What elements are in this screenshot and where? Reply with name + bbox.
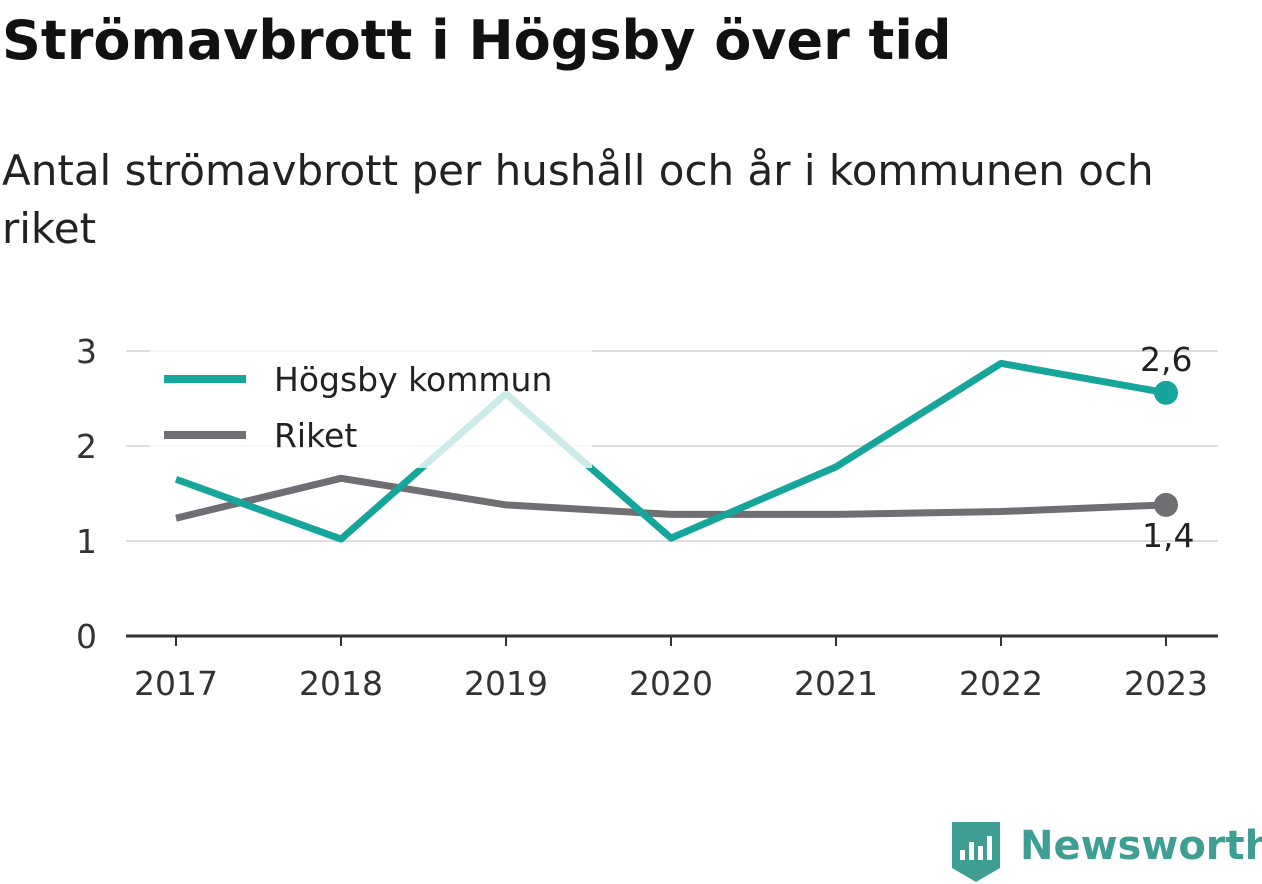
- y-axis-ticks: 0 1 2 3: [76, 332, 97, 656]
- chart-subtitle: Antal strömavbrott per hushåll och år i …: [2, 146, 1154, 253]
- legend-label-0: Högsby kommun: [274, 360, 552, 399]
- x-tick-label: 2020: [629, 664, 713, 703]
- x-tick-label: 2021: [794, 664, 878, 703]
- data-point: [176, 479, 177, 480]
- x-axis: 2017 2018 2019 2020 2021 2022 2023: [126, 634, 1218, 703]
- y-tick-label: 2: [76, 427, 97, 466]
- data-point: [506, 504, 507, 505]
- data-point: [671, 514, 672, 515]
- series-line-0: [174, 359, 1167, 543]
- end-labels: 2,6 1,4: [1140, 340, 1194, 555]
- legend: Högsby kommun Riket: [150, 350, 592, 468]
- series-lines: [174, 359, 1178, 543]
- data-point: [341, 478, 342, 479]
- data-point: [836, 514, 837, 515]
- x-tick-label: 2022: [959, 664, 1043, 703]
- x-tick-label: 2023: [1124, 664, 1208, 703]
- legend-background: [150, 350, 592, 468]
- x-tick-label: 2017: [134, 664, 218, 703]
- y-tick-label: 1: [76, 522, 97, 561]
- x-tick-label: 2019: [464, 664, 548, 703]
- end-label-riket: 1,4: [1142, 516, 1194, 555]
- series-line-1: [175, 474, 1167, 522]
- newsworthy-logo-icon: [952, 822, 1000, 882]
- x-tick-label: 2018: [299, 664, 383, 703]
- legend-label-1: Riket: [274, 416, 357, 455]
- data-point: [1154, 492, 1178, 517]
- y-tick-label: 0: [76, 617, 97, 656]
- data-point: [1001, 363, 1002, 364]
- data-point: [836, 466, 837, 467]
- data-point: [1001, 511, 1002, 512]
- data-point: [671, 538, 672, 539]
- y-tick-label: 3: [76, 332, 97, 371]
- end-label-hogsby: 2,6: [1140, 340, 1192, 379]
- data-point: [176, 518, 177, 519]
- data-point: [341, 539, 342, 540]
- chart-title: Strömavbrott i Högsby över tid: [2, 9, 952, 72]
- brand-name: Newsworthy: [1020, 823, 1262, 869]
- data-point: [1154, 380, 1178, 405]
